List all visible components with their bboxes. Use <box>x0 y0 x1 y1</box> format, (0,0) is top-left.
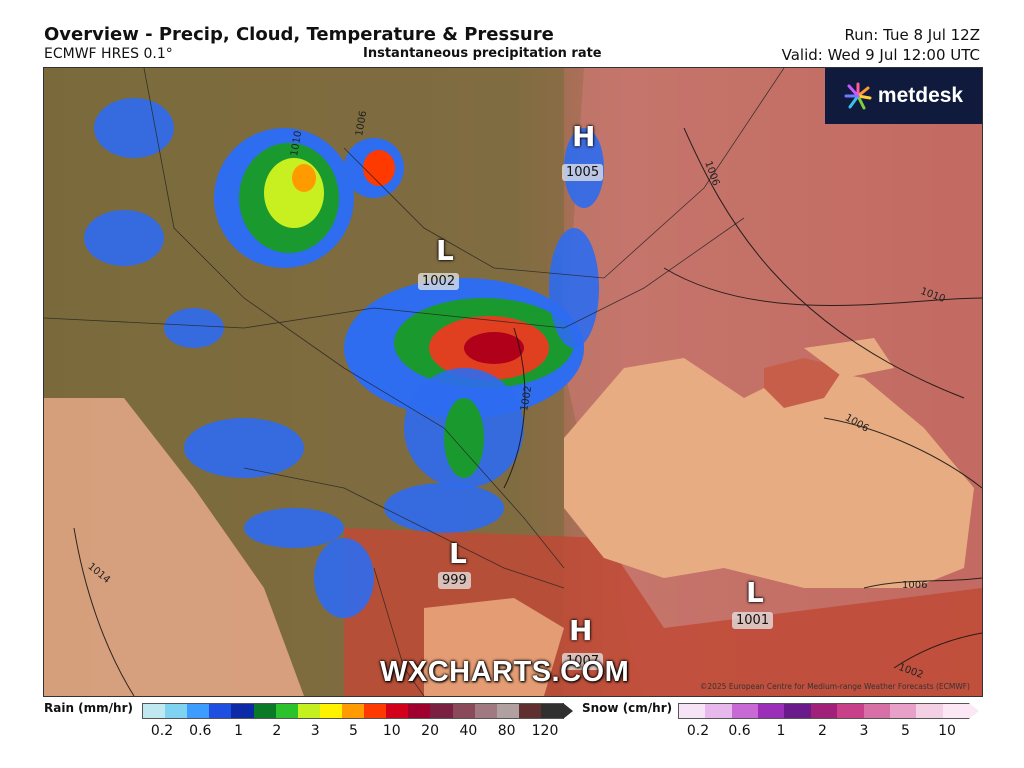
colorbar-swatch <box>143 704 166 718</box>
pressure-low-letter: L <box>449 537 467 570</box>
colorbar-tick-label: 80 <box>497 723 516 739</box>
colorbar-tick-label: 120 <box>531 723 559 739</box>
colorbar-swatch <box>496 704 519 718</box>
snow-colorbar-arrow <box>969 703 979 719</box>
pressure-low-value: 1001 <box>732 612 774 629</box>
colorbar-swatch <box>837 704 864 718</box>
colorbar-swatch <box>408 704 431 718</box>
colorbar-tick-label: 3 <box>310 723 320 739</box>
rain-legend-title: Rain (mm/hr) <box>44 701 133 715</box>
colorbar-tick-label: 5 <box>349 723 358 739</box>
colorbar-swatch <box>758 704 785 718</box>
colorbar-swatch <box>231 704 254 718</box>
snow-colorbar <box>678 703 970 719</box>
model-name: ECMWF HRES 0.1° <box>44 46 173 62</box>
pressure-low-letter: L <box>746 576 764 609</box>
colorbar-swatch <box>430 704 453 718</box>
colorbar-swatch <box>810 704 838 718</box>
colorbar-tick-label: 5 <box>901 723 910 739</box>
colorbar-tick-label: 20 <box>421 723 440 739</box>
colorbar-swatch <box>187 704 210 718</box>
colorbar-swatch <box>319 704 342 718</box>
borders <box>44 68 785 696</box>
colorbar-tick-label: 3 <box>859 723 869 739</box>
pressure-high-value: 1005 <box>562 164 604 181</box>
weather-map[interactable]: metdesk H 1005 L 1002 L 999 L 1001 H 100… <box>43 67 983 697</box>
colorbar-tick-label: 0.2 <box>150 723 174 739</box>
colorbar-swatch <box>275 704 298 718</box>
map-canvas <box>44 68 982 696</box>
rain-colorbar <box>142 703 564 719</box>
colorbar-tick-label: 2 <box>272 723 282 739</box>
colorbar-swatch <box>863 704 890 718</box>
colorbar-swatch <box>452 704 475 718</box>
colorbar-tick-label: 2 <box>818 723 827 739</box>
copyright-notice: ©2025 European Centre for Medium-range W… <box>699 682 970 691</box>
precip-ukraine <box>344 278 584 488</box>
colorbar-tick-label: 10 <box>382 723 401 739</box>
black-sea <box>564 358 974 588</box>
colorbar-tick-label: 1 <box>234 723 244 739</box>
colorbar-swatch <box>705 704 732 718</box>
starburst-icon <box>844 82 872 110</box>
pressure-low-letter: L <box>436 234 454 267</box>
colorbar-swatch <box>889 704 917 718</box>
snow-legend-title: Snow (cm/hr) <box>582 701 673 715</box>
precip-scattered <box>84 98 604 618</box>
colorbar-swatch <box>731 704 759 718</box>
colorbar-swatch <box>364 704 387 718</box>
colorbar-swatch <box>942 704 969 718</box>
adriatic-sea <box>44 398 304 696</box>
pressure-high-value: 1007 <box>562 653 604 670</box>
product-name: Instantaneous precipitation rate <box>363 46 602 61</box>
colorbar-swatch <box>341 704 365 718</box>
colorbar-swatch <box>540 704 564 718</box>
pressure-high-letter: H <box>572 120 596 153</box>
pressure-low-value: 1002 <box>418 273 460 290</box>
logo-text: metdesk <box>877 84 964 107</box>
pressure-high-letter: H <box>569 614 593 647</box>
precip-poland <box>214 128 404 268</box>
valid-time: Valid: Wed 9 Jul 12:00 UTC <box>781 46 980 64</box>
pressure-low-value: 999 <box>438 572 471 589</box>
colorbar-swatch <box>297 704 320 718</box>
colorbar-tick-label: 0.2 <box>686 723 710 739</box>
colorbar-swatch <box>253 704 276 718</box>
colorbar-swatch <box>518 704 541 718</box>
colorbar-tick-label: 40 <box>459 723 478 739</box>
isobars <box>73 127 982 696</box>
isobar-label: 1006 <box>902 580 928 591</box>
colorbar-swatch <box>209 704 232 718</box>
colorbar-tick-label: 10 <box>938 723 956 739</box>
colorbar-swatch <box>679 704 706 718</box>
colorbar-swatch <box>165 704 188 718</box>
colorbar-tick-label: 0.6 <box>728 723 751 739</box>
run-time: Run: Tue 8 Jul 12Z <box>844 26 980 44</box>
watermark: WXCHARTS.COM <box>380 656 630 688</box>
colorbar-swatch <box>474 704 497 718</box>
metdesk-logo[interactable]: metdesk <box>825 68 982 124</box>
colorbar-tick-label: 1 <box>776 723 786 739</box>
colorbar-swatch <box>386 704 409 718</box>
rain-colorbar-arrow <box>563 703 573 719</box>
colorbar-swatch <box>784 704 811 718</box>
colorbar-swatch <box>916 704 943 718</box>
colorbar-tick-label: 0.6 <box>189 723 212 739</box>
chart-title: Overview - Precip, Cloud, Temperature & … <box>44 24 554 45</box>
